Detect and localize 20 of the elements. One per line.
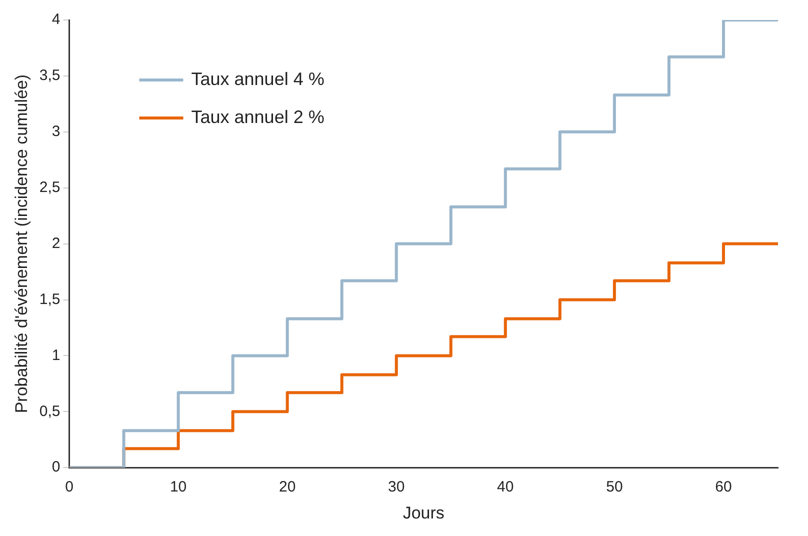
x-tick-label: 30 <box>388 478 405 496</box>
y-tick-label: 0 <box>52 458 60 476</box>
y-axis-title: Probabilité d'événement (incidence cumulée) <box>12 74 31 414</box>
y-tick-label: 3,5 <box>39 67 60 84</box>
x-tick-label: 50 <box>606 478 623 496</box>
x-tick-label: 60 <box>715 478 732 496</box>
x-tick-label: 10 <box>170 478 187 496</box>
x-axis-title: Jours <box>402 503 444 522</box>
y-tick-label: 0,5 <box>39 402 60 420</box>
x-tick-label: 40 <box>497 478 514 496</box>
y-tick-label: 3 <box>52 123 60 140</box>
y-tick-label: 4 <box>52 11 60 28</box>
legend-label: Taux annuel 2 % <box>191 106 324 127</box>
legend-label: Taux annuel 4 % <box>191 68 324 89</box>
y-tick-label: 1 <box>52 346 60 364</box>
y-tick-label: 1,5 <box>39 290 60 308</box>
y-tick-label: 2,5 <box>39 178 60 196</box>
x-tick-label: 20 <box>278 478 296 496</box>
x-tick-label: 0 <box>65 478 74 496</box>
y-tick-label: 2 <box>52 234 60 252</box>
